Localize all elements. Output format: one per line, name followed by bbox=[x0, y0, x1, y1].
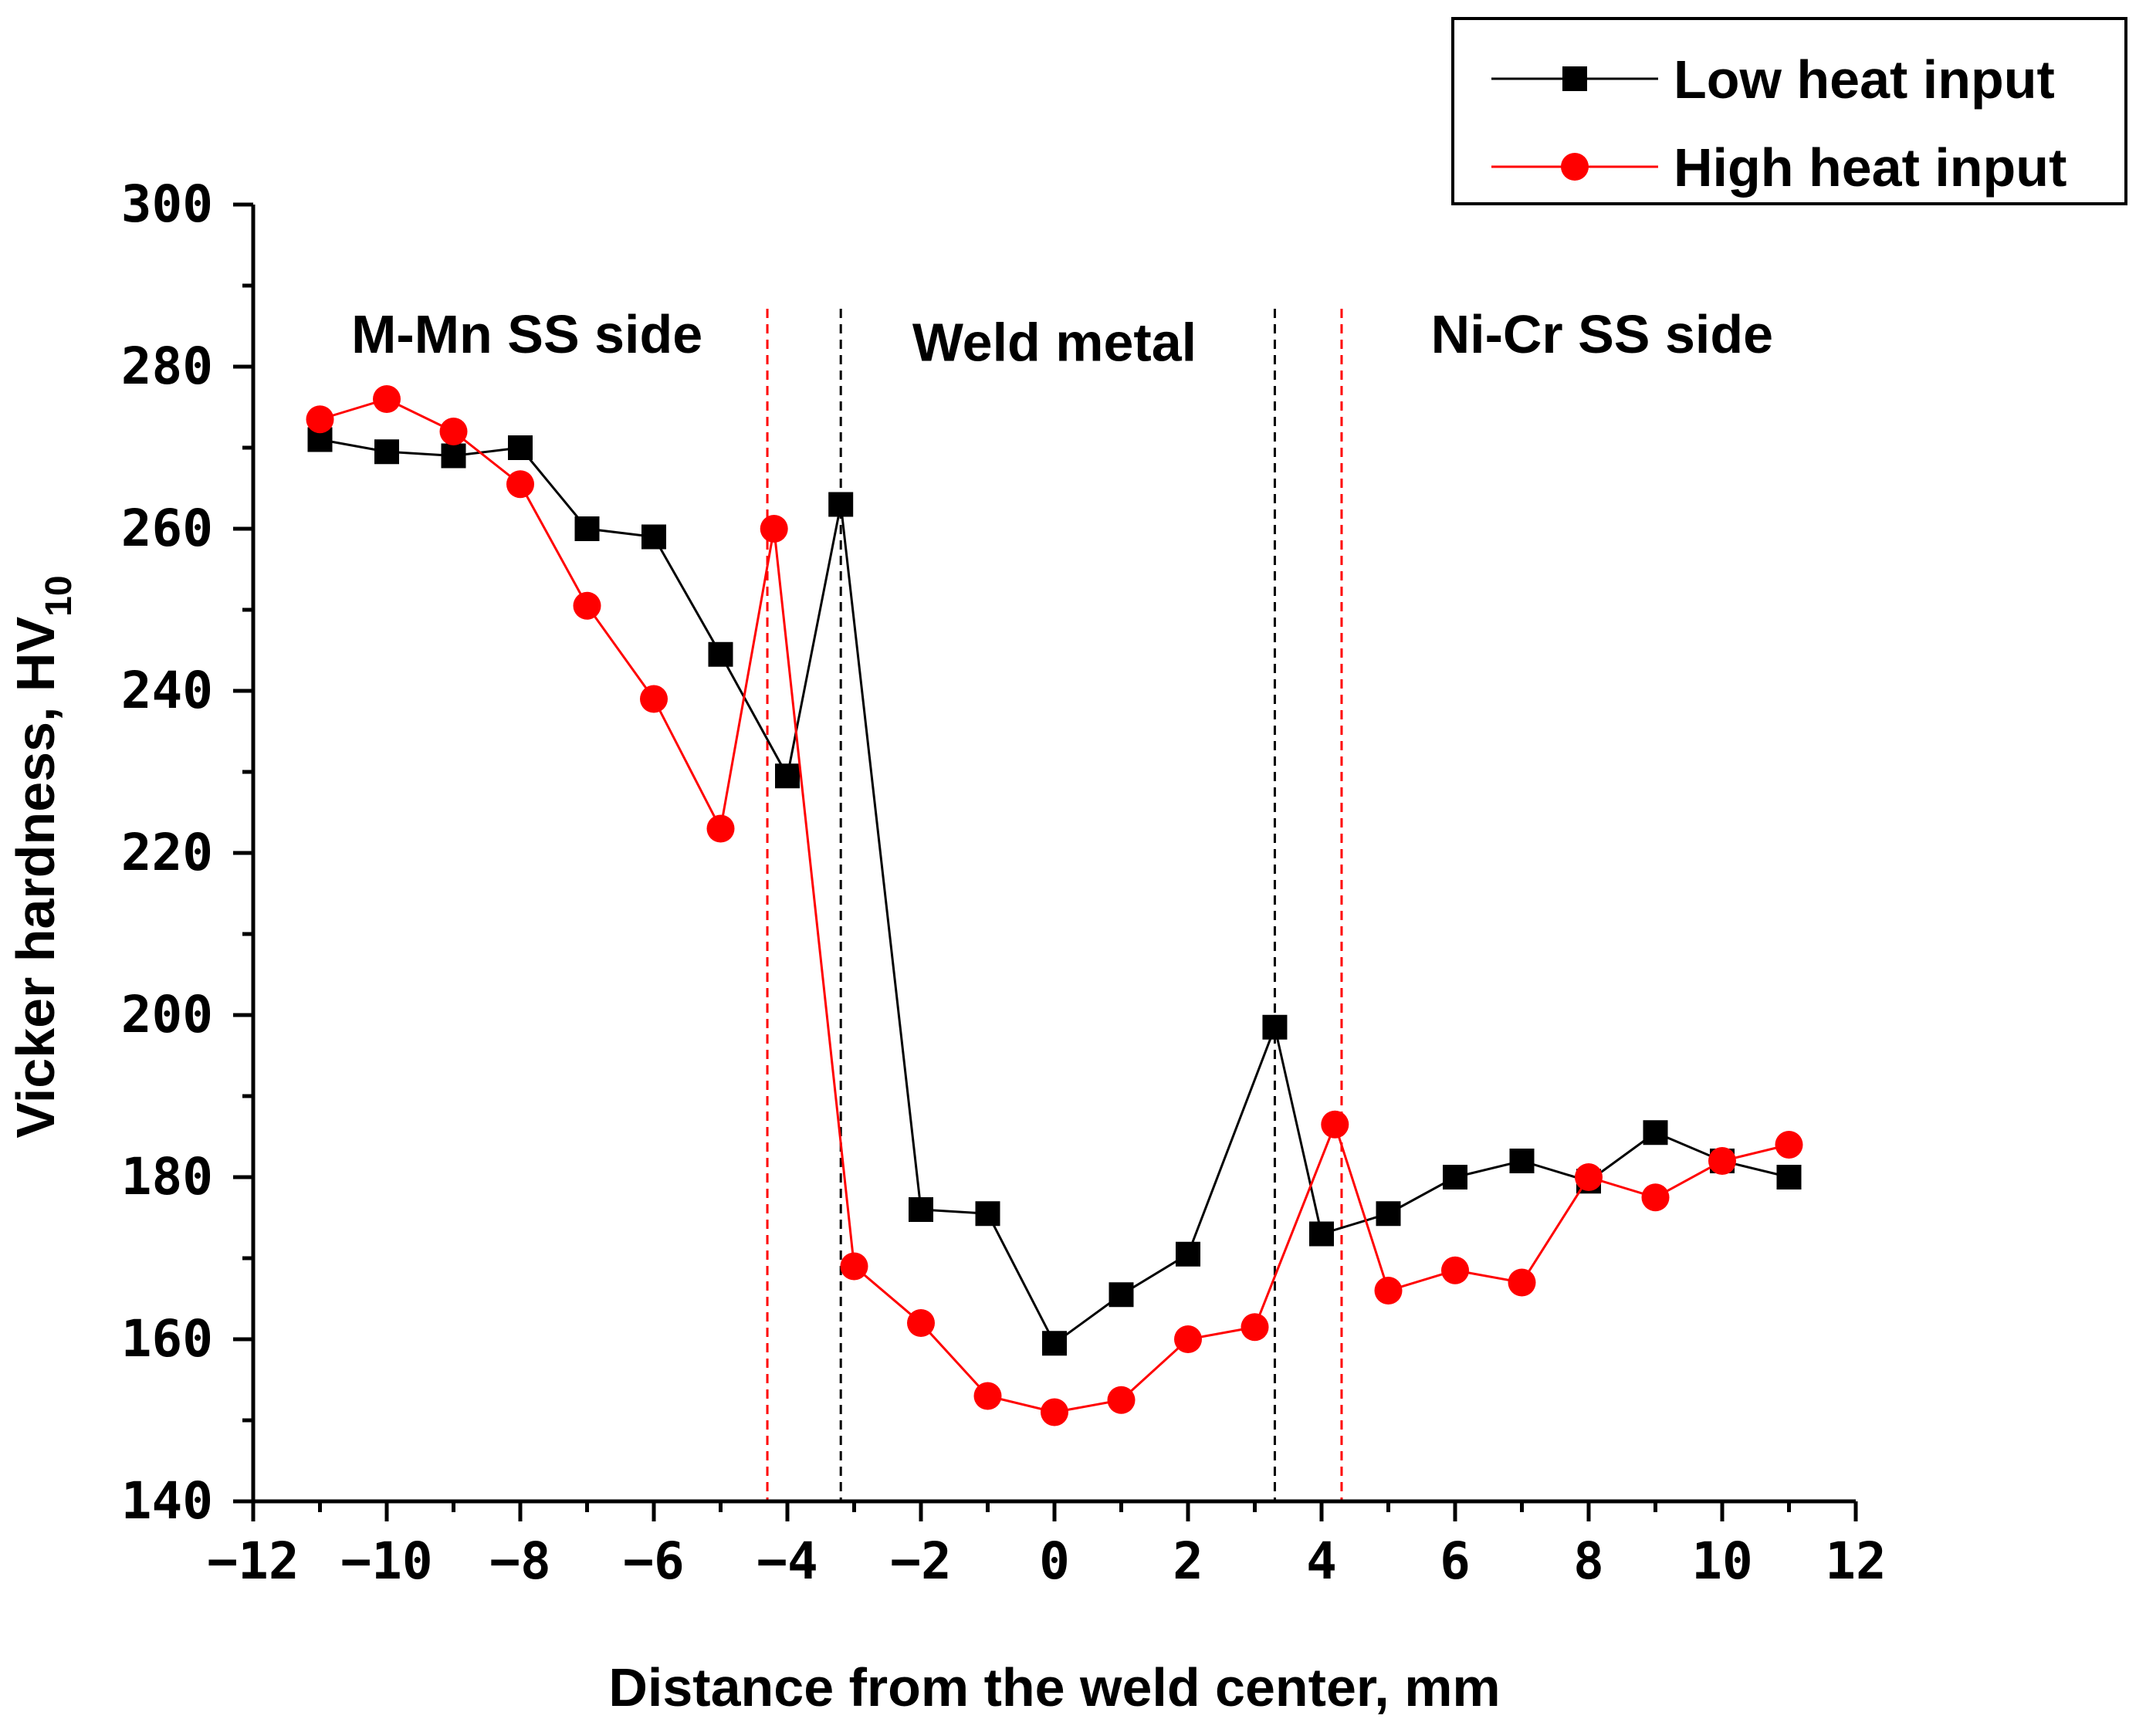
x-tick-label: 0 bbox=[1039, 1531, 1070, 1591]
x-tick-label: −12 bbox=[207, 1531, 299, 1591]
x-tick-label: 4 bbox=[1306, 1531, 1337, 1591]
y-tick-label: 300 bbox=[121, 174, 213, 234]
x-tick-label: −2 bbox=[890, 1531, 951, 1591]
data-point bbox=[1775, 1131, 1803, 1159]
region-label-1: M-Mn SS side bbox=[351, 304, 702, 364]
x-tick-label: 2 bbox=[1173, 1531, 1203, 1591]
data-point bbox=[760, 515, 788, 543]
data-point bbox=[439, 418, 468, 445]
y-axis-title-main: Vicker hardness, HV bbox=[5, 617, 66, 1139]
y-tick-label: 280 bbox=[121, 337, 213, 396]
legend: Low heat input High heat input bbox=[1451, 17, 2127, 205]
y-tick-label: 160 bbox=[121, 1309, 213, 1369]
data-point bbox=[373, 385, 401, 413]
axes: −12 −10 −8 −6 −4 −2 0 2 4 6 8 10 12 140 160 180 200 220 24… bbox=[121, 174, 1887, 1591]
x-tick-label: 6 bbox=[1440, 1531, 1471, 1591]
y-axis-title: Vicker hardness, HV10 bbox=[5, 575, 80, 1138]
region-label-2: Weld metal bbox=[912, 313, 1197, 373]
data-point bbox=[1174, 1325, 1202, 1353]
data-point bbox=[1441, 1256, 1469, 1284]
y-tick-label: 180 bbox=[121, 1147, 213, 1206]
data-point bbox=[1776, 1165, 1802, 1189]
data-point bbox=[1641, 1183, 1670, 1212]
data-point bbox=[1508, 1268, 1536, 1297]
data-point bbox=[1321, 1110, 1349, 1139]
y-tick-label: 140 bbox=[121, 1471, 213, 1531]
data-point bbox=[1708, 1147, 1736, 1175]
data-point bbox=[508, 435, 533, 460]
x-tick-label: 10 bbox=[1691, 1531, 1752, 1591]
legend-label-1: Low heat input bbox=[1674, 49, 2055, 110]
data-point bbox=[441, 443, 466, 469]
region-labels: M-Mn SS side Weld metal Ni-Cr SS side bbox=[351, 304, 1773, 373]
data-point bbox=[1575, 1163, 1603, 1191]
data-point bbox=[374, 439, 399, 465]
data-point bbox=[574, 516, 600, 541]
y-tick-label: 220 bbox=[121, 823, 213, 882]
data-point bbox=[1241, 1313, 1269, 1342]
data-point bbox=[1374, 1277, 1403, 1305]
data-point bbox=[907, 1309, 935, 1337]
x-tick-label: −6 bbox=[623, 1531, 684, 1591]
region-label-3: Ni-Cr SS side bbox=[1431, 304, 1773, 364]
x-tick-label: −4 bbox=[757, 1531, 817, 1591]
legend-marker-1 bbox=[1562, 66, 1587, 91]
data-point bbox=[975, 1201, 1000, 1227]
legend-marker-2 bbox=[1561, 153, 1589, 181]
data-point bbox=[1107, 1386, 1136, 1414]
legend-label-2: High heat input bbox=[1674, 137, 2066, 198]
data-point bbox=[1376, 1201, 1401, 1227]
y-tick-label: 260 bbox=[121, 499, 213, 558]
data-point bbox=[1042, 1331, 1067, 1356]
series-2 bbox=[306, 385, 1803, 1426]
data-point bbox=[1041, 1398, 1068, 1426]
data-point bbox=[1176, 1241, 1200, 1267]
y-tick-label: 200 bbox=[121, 985, 213, 1044]
data-point bbox=[708, 641, 733, 667]
data-point bbox=[1309, 1221, 1334, 1247]
data-point bbox=[640, 685, 668, 713]
x-tick-label: 12 bbox=[1825, 1531, 1886, 1591]
data-point bbox=[1262, 1014, 1288, 1040]
data-point bbox=[1643, 1120, 1668, 1145]
data-point bbox=[828, 492, 854, 517]
x-axis-title: Distance from the weld center, mm bbox=[608, 1657, 1500, 1717]
x-tick-label: −8 bbox=[489, 1531, 550, 1591]
data-point bbox=[1443, 1165, 1467, 1189]
series-layer bbox=[306, 385, 1803, 1426]
data-point bbox=[1509, 1149, 1535, 1173]
data-point bbox=[506, 470, 534, 499]
data-point bbox=[1109, 1282, 1134, 1308]
data-point bbox=[641, 524, 666, 550]
region-divider-lines bbox=[766, 309, 1343, 1501]
data-point bbox=[840, 1252, 868, 1281]
data-point bbox=[306, 405, 334, 434]
x-tick-label: 8 bbox=[1573, 1531, 1604, 1591]
x-tick-label: −10 bbox=[340, 1531, 432, 1591]
y-tick-label: 240 bbox=[121, 661, 213, 720]
y-axis-title-subscript: 10 bbox=[39, 575, 80, 616]
data-point bbox=[909, 1197, 933, 1222]
data-point bbox=[706, 814, 735, 843]
data-point bbox=[775, 763, 800, 789]
data-point bbox=[573, 591, 601, 620]
data-point bbox=[973, 1382, 1002, 1410]
